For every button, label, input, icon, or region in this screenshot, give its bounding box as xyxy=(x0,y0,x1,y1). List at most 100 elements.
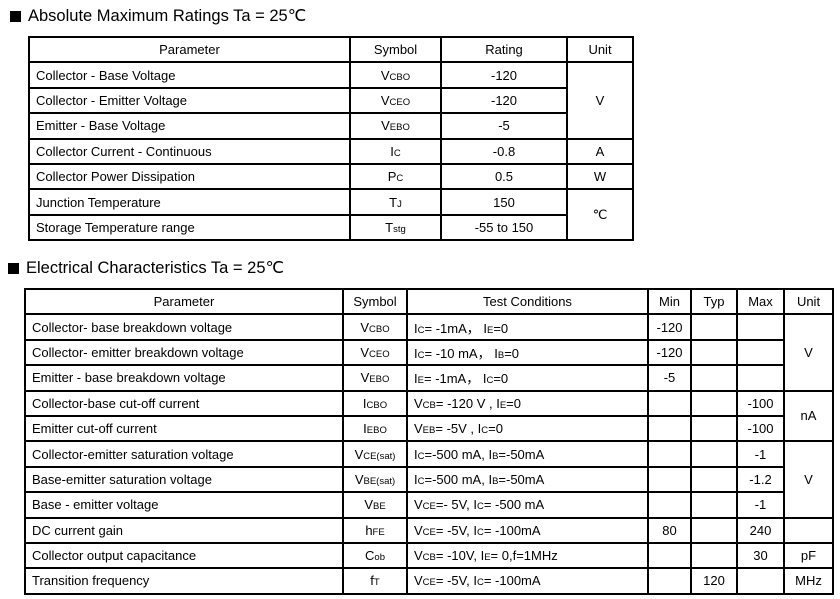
table-header-row: Parameter Symbol Test Conditions Min Typ Max U… xyxy=(24,287,834,316)
symbol-cell: TJ xyxy=(349,188,442,216)
symbol-cell: hFE xyxy=(342,516,408,544)
subscript: E xyxy=(484,552,491,564)
electrical-characteristics-table: Parameter Symbol Test Conditions Min Typ Max U… xyxy=(24,287,834,595)
text-segment: I xyxy=(414,320,418,336)
text-segment: V xyxy=(360,344,370,360)
subscript: stg xyxy=(393,223,406,235)
rating-cell: -120 xyxy=(440,61,568,89)
subscript: CE(sat) xyxy=(363,450,396,462)
header-unit: Unit xyxy=(566,35,634,64)
rating-cell: -55 to 150 xyxy=(440,213,568,242)
text-segment: P xyxy=(387,169,397,185)
max-cell xyxy=(736,567,785,595)
text-segment: =0 xyxy=(506,395,521,411)
text-segment: =-50mA xyxy=(498,446,545,462)
unit-cell: pF xyxy=(783,541,834,570)
parameter-cell: Collector - Emitter Voltage xyxy=(28,86,351,115)
conditions-cell: IC= -1mA， IE=0 xyxy=(406,313,649,341)
typ-cell xyxy=(690,440,738,468)
header-parameter: Parameter xyxy=(28,35,351,64)
conditions-cell: VCE= -5V, IC= -100mA xyxy=(406,516,649,544)
text-segment: I xyxy=(414,345,418,361)
subscript: CEO xyxy=(369,348,390,360)
typ-cell xyxy=(690,389,738,417)
subscript: EBO xyxy=(389,122,410,134)
text-segment: V xyxy=(380,92,390,108)
subscript: C xyxy=(417,324,425,336)
header-symbol: Symbol xyxy=(349,35,442,64)
text-segment: = -5V , I xyxy=(435,421,482,437)
max-cell: 240 xyxy=(736,516,785,544)
symbol-cell: VEBO xyxy=(342,364,408,392)
text-segment: =- 5V, I xyxy=(435,497,477,513)
max-cell: -1 xyxy=(736,440,785,468)
parameter-cell: Collector - Base Voltage xyxy=(28,61,351,89)
text-segment: =0 xyxy=(493,320,509,336)
table-row: Collector Current - Continuous IC -0.8 A xyxy=(28,137,634,165)
unit-cell: V xyxy=(783,440,834,519)
symbol-cell: VBE(sat) xyxy=(342,465,408,494)
subscript: C xyxy=(476,526,484,538)
text-segment: = -1mA， I xyxy=(423,371,487,387)
max-cell xyxy=(736,313,785,341)
typ-cell xyxy=(690,414,738,443)
subscript: C xyxy=(396,173,404,185)
subscript: CBO xyxy=(389,71,411,83)
symbol-cell: VCE(sat) xyxy=(342,440,408,468)
symbol-cell: VCBO xyxy=(349,61,442,89)
symbol-cell: IC xyxy=(349,137,442,165)
table-row: Collector-base cut-off current ICBO VCB= -… xyxy=(24,389,834,443)
symbol-cell: Tstg xyxy=(349,213,442,242)
min-cell xyxy=(647,567,692,595)
header-symbol: Symbol xyxy=(342,287,408,316)
conditions-cell: VCB= -120 V , IE=0 xyxy=(406,389,649,417)
typ-cell xyxy=(690,313,738,341)
table-row: Collector-emitter saturation voltage VCE(… xyxy=(24,440,834,519)
subscript: ob xyxy=(374,552,385,564)
subscript: E xyxy=(499,399,507,411)
text-segment: V xyxy=(360,319,370,335)
unit-cell: V xyxy=(566,61,634,140)
text-segment: V xyxy=(414,548,423,564)
unit-cell: MHz xyxy=(783,567,834,595)
text-segment: I xyxy=(414,446,418,462)
min-cell: 80 xyxy=(647,516,692,544)
subscript: C xyxy=(476,577,484,589)
unit-cell: V xyxy=(783,313,834,392)
typ-cell xyxy=(690,516,738,544)
header-min: Min xyxy=(647,287,692,316)
subscript: EBO xyxy=(369,374,390,386)
rating-cell: 0.5 xyxy=(440,162,568,191)
max-cell: 30 xyxy=(736,541,785,570)
symbol-cell: VCEO xyxy=(342,338,408,367)
min-cell xyxy=(647,414,692,443)
parameter-cell: Collector- emitter breakdown voltage xyxy=(24,338,344,367)
conditions-cell: VCE=- 5V, IC= -500 mA xyxy=(406,491,649,519)
table-row: Emitter cut-off current IEBO VEB= -5V , IC… xyxy=(24,414,833,443)
text-segment: = -10V, I xyxy=(435,548,485,564)
subscript: CB xyxy=(422,399,436,411)
text-segment: = -120 V , I xyxy=(435,395,500,411)
absolute-max-ratings-table: Parameter Symbol Rating Unit Collector - Ba… xyxy=(28,35,634,242)
subscript: C xyxy=(417,450,425,462)
table-row: Transition frequency fT VCE= -5V, IC= -100… xyxy=(24,567,834,595)
max-cell: -1.2 xyxy=(736,465,785,494)
text-segment: C xyxy=(365,548,375,564)
parameter-cell: Emitter - Base Voltage xyxy=(28,112,351,140)
text-segment: = -100mA xyxy=(483,522,541,538)
text-segment: =-50mA xyxy=(498,471,545,487)
text-segment: I xyxy=(414,371,418,387)
typ-cell xyxy=(690,338,738,367)
subscript: C xyxy=(417,475,425,487)
text-segment: V xyxy=(380,67,390,83)
typ-cell xyxy=(690,364,738,392)
unit-cell: W xyxy=(566,162,634,191)
text-segment: = -100mA xyxy=(483,573,541,589)
min-cell xyxy=(647,491,692,519)
parameter-cell: Base - emitter voltage xyxy=(24,491,344,519)
subscript: B xyxy=(492,450,499,462)
rating-cell: 150 xyxy=(440,188,568,216)
table-row: DC current gain hFE VCE= -5V, IC= -100mA 80… xyxy=(24,516,834,544)
conditions-cell: VCE= -5V, IC= -100mA xyxy=(406,567,649,595)
text-segment: I xyxy=(414,471,418,487)
